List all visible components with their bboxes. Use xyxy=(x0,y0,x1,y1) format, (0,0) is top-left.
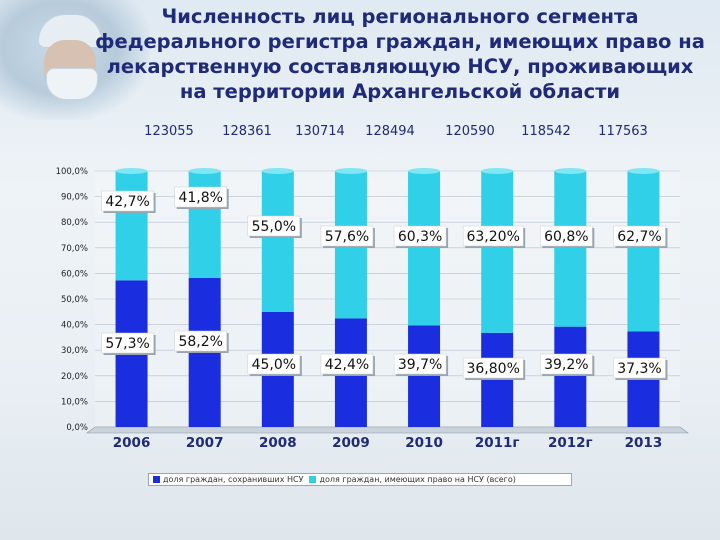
page-title: Численность лиц регионального сегмента ф… xyxy=(95,5,705,103)
y-tick-label: 40,0% xyxy=(61,321,88,331)
legend-label-eligible: доля граждан, имеющих право на НСУ (всег… xyxy=(319,475,516,484)
bar-top xyxy=(408,168,441,174)
data-label-box xyxy=(393,353,447,375)
data-label-eligible: 62,7% xyxy=(617,229,661,245)
total-value: 130714 xyxy=(295,124,345,139)
bar-eligible xyxy=(115,171,148,281)
legend-item-eligible: доля граждан, имеющих право на НСУ (всег… xyxy=(309,475,516,484)
y-tick-label: 80,0% xyxy=(61,218,88,228)
bar-eligible xyxy=(408,171,441,326)
data-label-retained: 39,2% xyxy=(544,357,588,373)
total-value: 128361 xyxy=(222,124,272,139)
data-label-box xyxy=(540,353,593,375)
legend-swatch-retained xyxy=(153,476,160,483)
data-label-retained: 58,2% xyxy=(178,334,222,350)
data-label-box xyxy=(462,225,524,247)
data-label-retained: 42,4% xyxy=(325,357,369,373)
bar-top xyxy=(554,168,587,174)
data-label-box xyxy=(320,225,374,247)
bar-retained xyxy=(554,326,587,427)
surgical-cap xyxy=(38,14,102,48)
bar-top xyxy=(334,168,367,174)
x-tick-label: 2007 xyxy=(186,435,224,451)
data-label-retained: 36,80% xyxy=(466,361,519,377)
data-label-eligible: 57,6% xyxy=(325,229,369,245)
data-label-box xyxy=(320,353,374,375)
bar-eligible xyxy=(481,171,514,333)
bar-top xyxy=(261,168,294,174)
data-label-eligible: 55,0% xyxy=(252,219,296,235)
x-tick-label: 2012г xyxy=(548,435,593,451)
doctor-photo xyxy=(0,0,150,120)
bar-eligible xyxy=(554,171,587,327)
y-tick-label: 100,0% xyxy=(56,167,88,177)
x-tick-label: 2013 xyxy=(625,435,663,451)
data-label-box xyxy=(247,353,301,375)
data-label-retained: 37,3% xyxy=(617,361,661,377)
data-label-box xyxy=(174,186,227,208)
y-tick-label: 20,0% xyxy=(61,372,88,382)
y-tick-label: 0,0% xyxy=(66,423,88,433)
data-label-box xyxy=(540,225,593,247)
x-tick-label: 2011г xyxy=(475,435,520,451)
x-tick-label: 2009 xyxy=(332,435,370,451)
y-tick-label: 30,0% xyxy=(61,346,88,356)
data-label-box xyxy=(101,190,154,212)
y-tick-label: 70,0% xyxy=(61,244,88,254)
data-label-box xyxy=(462,357,524,379)
total-value: 123055 xyxy=(144,124,194,139)
data-label-box xyxy=(247,215,301,237)
data-label-box xyxy=(393,225,447,247)
total-value: 117563 xyxy=(598,124,648,139)
data-label-eligible: 63,20% xyxy=(466,229,519,245)
legend-label-retained: доля граждан, сохранивших НСУ xyxy=(163,475,304,484)
bar-top xyxy=(115,168,148,174)
legend-swatch-eligible xyxy=(309,476,317,483)
data-label-eligible: 41,8% xyxy=(178,190,222,206)
data-label-retained: 45,0% xyxy=(252,357,296,373)
data-label-retained: 57,3% xyxy=(105,336,149,352)
bar-top xyxy=(188,168,221,174)
chart-floor xyxy=(86,426,689,434)
bar-retained xyxy=(408,325,441,427)
bar-top xyxy=(627,168,660,174)
bar-eligible xyxy=(627,171,660,332)
data-label-box xyxy=(174,330,227,352)
total-value: 120590 xyxy=(445,124,495,139)
y-tick-label: 60,0% xyxy=(61,269,88,279)
data-label-retained: 39,7% xyxy=(398,357,442,373)
x-tick-label: 2006 xyxy=(113,435,151,451)
data-label-box xyxy=(101,332,154,354)
x-tick-label: 2008 xyxy=(259,435,297,451)
y-tick-label: 50,0% xyxy=(61,295,88,305)
data-label-box xyxy=(613,225,666,247)
y-tick-label: 10,0% xyxy=(61,397,88,407)
chart-legend: доля граждан, сохранивших НСУ доля гражд… xyxy=(148,473,572,486)
data-label-eligible: 60,8% xyxy=(544,229,588,245)
legend-item-retained: доля граждан, сохранивших НСУ xyxy=(153,475,303,484)
data-label-eligible: 42,7% xyxy=(105,194,149,210)
total-value: 118542 xyxy=(521,124,571,139)
total-value: 128494 xyxy=(365,124,415,139)
y-tick-label: 90,0% xyxy=(61,193,88,203)
x-tick-label: 2010 xyxy=(405,435,443,451)
bar-eligible xyxy=(261,171,294,312)
bar-top xyxy=(481,168,514,174)
data-label-eligible: 60,3% xyxy=(398,229,442,245)
surgical-mask xyxy=(46,68,98,100)
stacked-bar-chart: 0,0% 10,0% 20,0% 30,0% 40,0% 50,0% 60,0% 70,0% 8… xyxy=(56,167,689,451)
data-label-box xyxy=(613,357,666,379)
